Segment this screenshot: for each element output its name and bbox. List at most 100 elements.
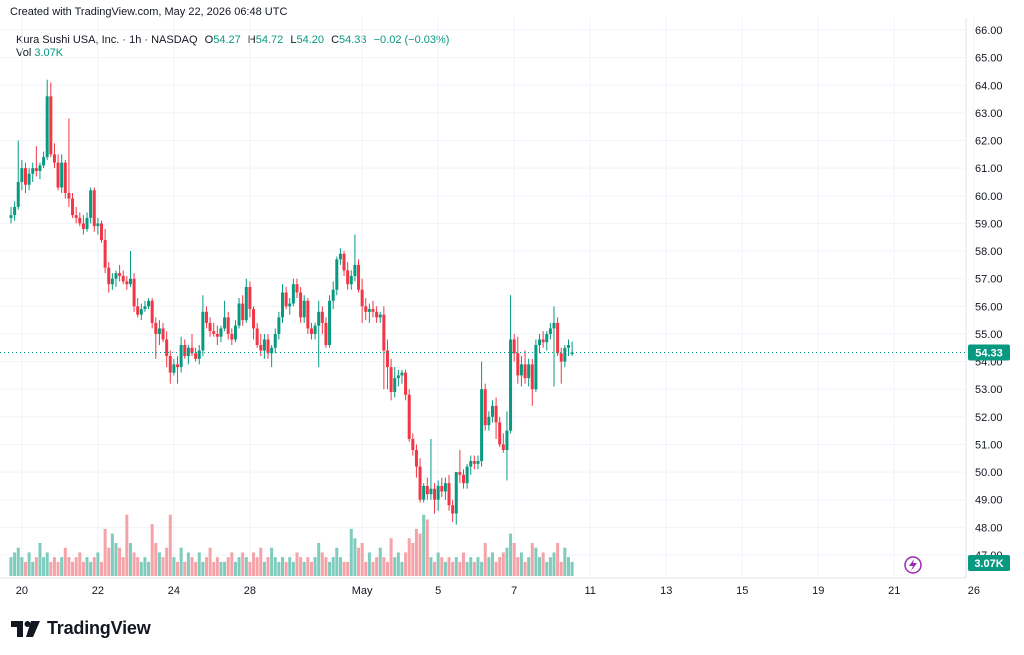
volume-bar [342,561,346,576]
candle-body [78,217,82,224]
volume-bar [559,561,563,576]
volume-bar [165,547,169,576]
candle-body [38,165,42,171]
volume-bar [241,552,245,576]
candle-body [20,168,24,182]
candle-body [150,300,154,323]
candle-body [519,364,523,376]
volume-bar [248,561,252,576]
volume-bar [114,543,118,576]
price-tick-label: 60.00 [975,191,1003,203]
price-tick-label: 62.00 [975,136,1003,148]
volume-bar [451,561,455,576]
candle-body [295,284,299,293]
candle-body [85,217,89,229]
candle-body [244,286,248,321]
volume-bar [208,547,212,576]
candle-body [270,347,274,354]
symbol-title[interactable]: Kura Sushi USA, Inc. · 1h · NASDAQ [16,34,198,46]
volume-bar [223,561,227,576]
created-with-text: Created with TradingView.com, May 22, 20… [10,6,288,18]
volume-bar [20,557,24,576]
price-tick-label: 52.00 [975,412,1003,424]
candle-body [259,345,263,351]
candle-body [67,193,71,199]
volume-bar [161,557,165,576]
volume-bar [103,528,107,576]
volume-bar [418,533,422,576]
candle-body [299,292,303,318]
volume-bar [346,561,350,576]
tradingview-logo[interactable]: TradingView [11,618,151,639]
volume-bar [498,557,502,576]
price-tick-label: 56.00 [975,301,1003,313]
candle-body [226,317,230,334]
volume-bar [469,557,473,576]
candle-body [552,322,556,329]
volume-bar [447,557,451,576]
volume-bar [107,547,111,576]
time-tick-label: 11 [584,585,595,597]
candle-body [563,347,567,362]
volume-bar [545,561,549,576]
candle-body [114,273,118,279]
volume-bar [433,561,437,576]
volume-bar [270,547,274,576]
candle-body [252,309,256,329]
low-label: L [290,34,297,46]
grid-lines [0,18,975,579]
candle-body [527,364,531,379]
volume-bar [320,552,324,576]
volume-bar [360,543,364,576]
candle-body [100,223,103,240]
volume-bar [509,533,513,576]
volume-bar [371,561,375,576]
volume-bar [233,561,237,576]
candles [9,79,574,525]
volume-bar [465,561,469,576]
volume-bar [60,557,64,576]
candle-body [183,345,187,357]
candle-body [172,364,176,373]
volume-bar [204,557,208,576]
volume-bar [404,552,408,576]
candle-body [16,181,20,207]
candle-body [107,267,111,285]
volume-bar [443,561,447,576]
volume-bar [552,552,556,576]
lightning-icon[interactable] [904,556,922,574]
candle-body [128,278,132,285]
candle-body [212,331,216,334]
volume-bar [92,557,96,576]
volume-bar [136,557,140,576]
candle-body [176,364,180,368]
candle-body [433,488,437,500]
volume-bar [31,561,35,576]
price-tick-label: 48.00 [975,522,1003,534]
volume-bar [548,557,552,576]
tradingview-logo-icon [11,620,40,637]
last-price-marker: 54.33 3.07K [0,344,1010,574]
change-value: −0.02 (−0.03%) [373,34,450,46]
candle-body [42,157,46,166]
candle-body [534,345,538,390]
tradingview-logo-text: TradingView [47,618,151,638]
candle-body [512,339,516,354]
low-value: 54.20 [296,34,324,46]
volume-bar [266,557,270,576]
time-tick-label: 7 [511,585,517,597]
candle-body [324,322,328,345]
volume-bar [190,557,194,576]
volume-bar [45,552,49,576]
candle-body [219,328,223,337]
price-tick-label: 57.00 [975,274,1003,286]
candle-body [451,505,455,514]
volume-bars [9,514,574,576]
volume-bar [512,543,516,576]
price-tick-label: 64.00 [975,80,1003,92]
price-tick-label: 55.00 [975,329,1003,341]
volume-bar [331,557,335,576]
price-tick-label: 63.00 [975,108,1003,120]
candle-body [360,289,364,307]
